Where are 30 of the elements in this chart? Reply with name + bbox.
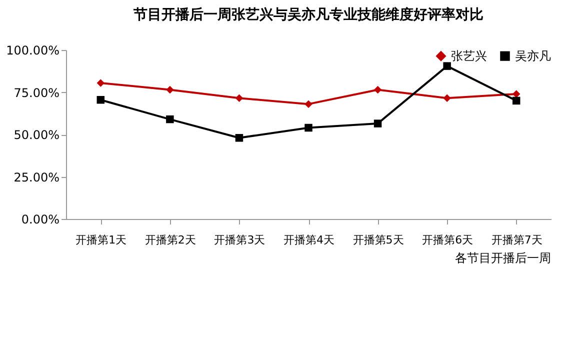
legend-label: 吴亦凡 — [515, 49, 551, 64]
chart-title: 节目开播后一周张艺兴与吴亦凡专业技能维度好评率对比 — [132, 6, 484, 23]
x-tick-label: 开播第7天 — [491, 234, 542, 246]
point — [512, 96, 520, 105]
point — [166, 86, 174, 94]
x-tick-label: 开播第6天 — [422, 234, 474, 246]
point — [235, 134, 244, 142]
x-tick-label: 开播第1天 — [76, 234, 127, 246]
y-tick-label: 50.00% — [14, 128, 60, 142]
point — [374, 86, 382, 94]
x-tick-label: 开播第4天 — [284, 234, 334, 246]
point — [96, 79, 105, 87]
x-tick-label: 开播第5天 — [352, 234, 404, 246]
point — [443, 62, 451, 70]
point — [166, 115, 174, 124]
legend-label: 张艺兴 — [451, 49, 487, 64]
point — [304, 124, 312, 132]
point — [374, 120, 382, 128]
y-tick-label: 75.00% — [14, 86, 60, 100]
y-tick-label: 25.00% — [14, 170, 60, 184]
point — [235, 94, 244, 102]
point — [304, 100, 312, 108]
point — [443, 94, 451, 102]
point — [512, 90, 520, 98]
y-tick-label: 100.00% — [6, 44, 60, 58]
y-tick-label: 0.00% — [21, 212, 60, 226]
x-tick-label: 开播第3天 — [214, 234, 266, 246]
x-tick-label: 开播第2天 — [144, 234, 196, 246]
point — [96, 96, 105, 104]
text: 各节目开播后一周 — [455, 251, 551, 265]
